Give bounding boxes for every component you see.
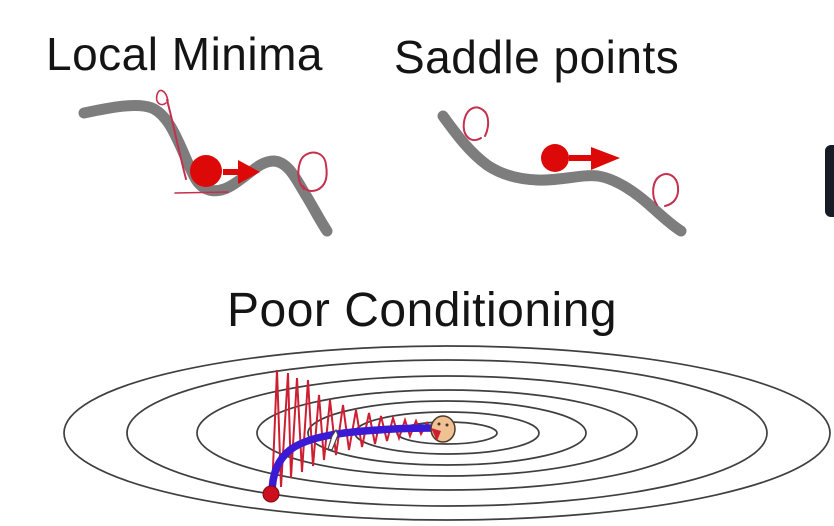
target-ball-icon [430,415,456,443]
target-eye-left [437,422,441,426]
target-ball-body [430,415,456,443]
momentum-path [268,424,442,498]
gradient-arrow-head-icon [238,160,260,184]
annotation-loop-right-icon [297,151,328,192]
contour-ring-5 [196,375,698,491]
contour-ring-4 [256,389,638,477]
right-edge-overlay-handle[interactable] [825,145,834,217]
title-local-minima: Local Minima [46,28,323,80]
poor-conditioning-diagram [63,345,831,521]
annotation-loop-bottom-icon [652,173,680,207]
saddle-points-diagram [437,106,687,237]
title-poor-conditioning: Poor Conditioning [227,284,618,337]
local-minima-diagram [78,89,333,237]
annotation-loop-top-icon [462,106,490,141]
saddle-arrow-head-icon [591,147,620,170]
contour-ring-3 [307,400,587,466]
saddle-ball-icon [541,144,569,172]
local-minima-surface-curve [78,100,333,237]
minimum-underline-annotation [174,191,229,194]
annotation-hook-loop-icon [155,89,169,106]
contour-ring-6 [126,359,768,507]
gradient-ball-icon [190,155,222,187]
target-eye-right [445,423,449,427]
contour-ring-7 [63,345,831,521]
saddle-surface-curve [437,110,687,237]
start-point-dot [262,485,280,503]
pen-cursor-icon [327,428,339,451]
descent-annotation-line [166,99,187,180]
title-saddle-points: Saddle points [394,31,680,83]
target-red-mark-icon [431,428,441,441]
